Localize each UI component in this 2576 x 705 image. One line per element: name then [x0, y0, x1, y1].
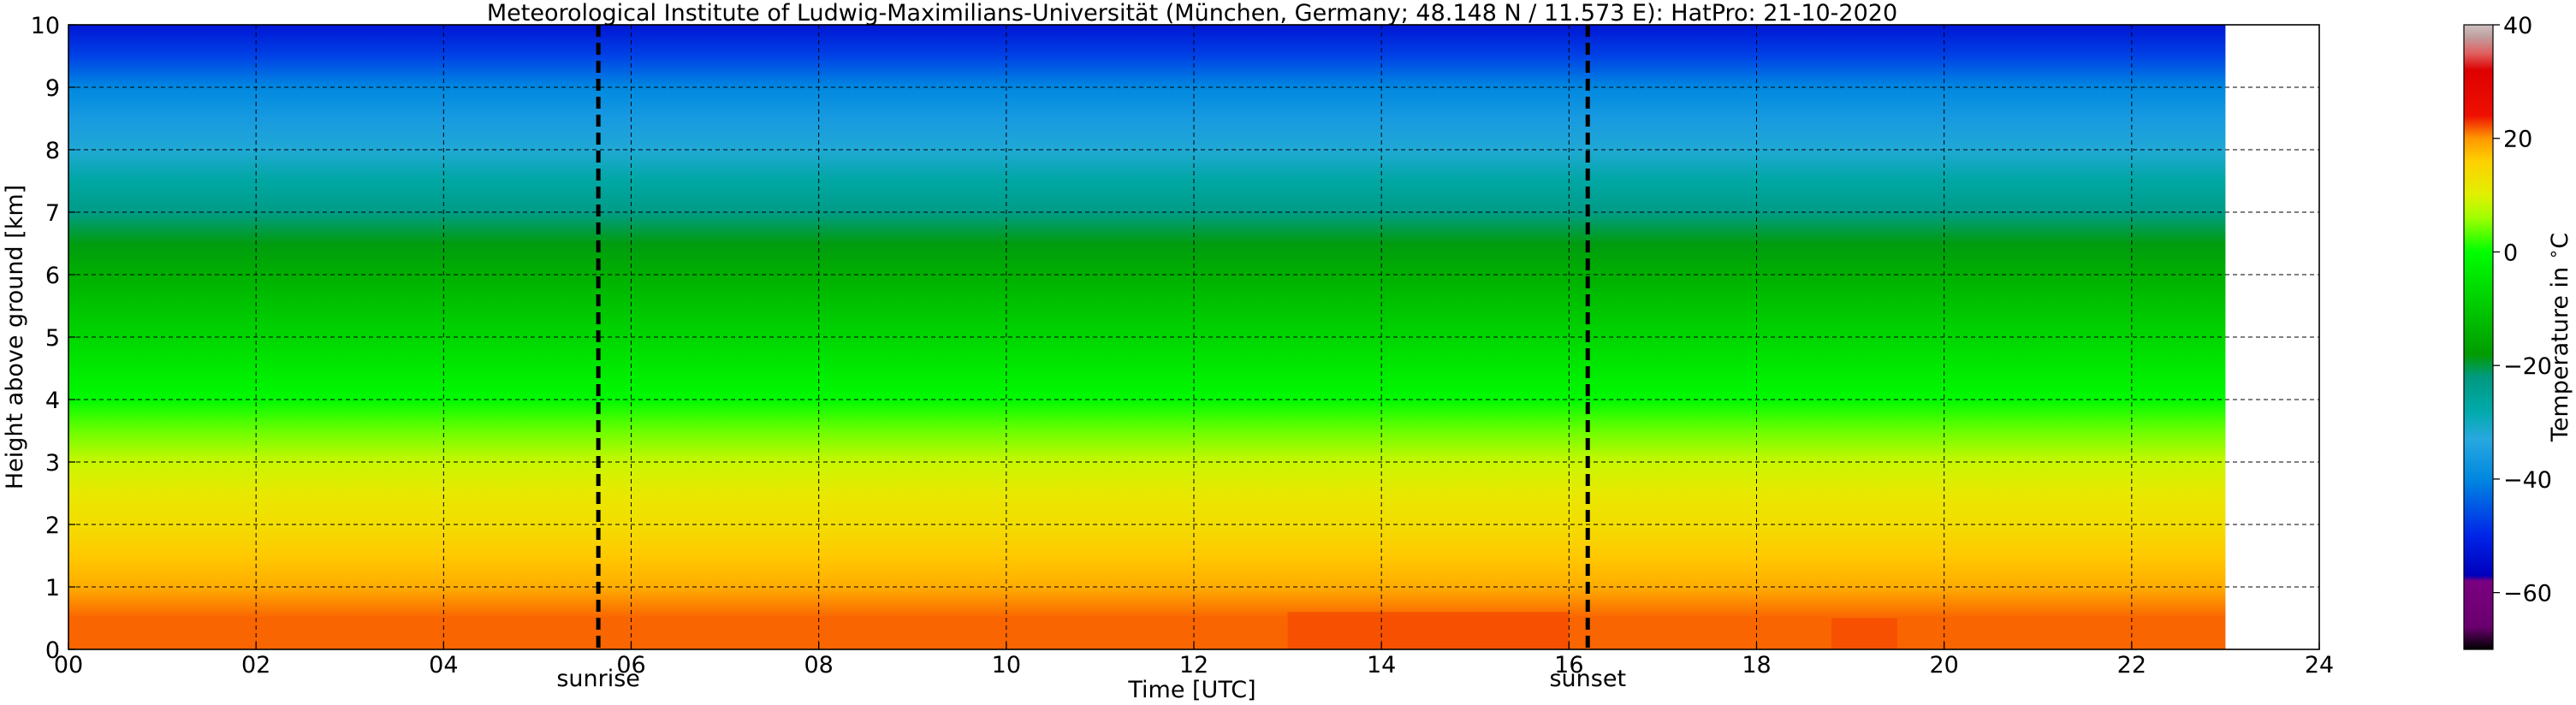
colorbar-label-text: Temperature in — [2547, 259, 2573, 442]
y-axis-ticks: 0 1 2 3 4 5 6 7 8 9 10 — [31, 13, 75, 664]
warm-patch-layer — [1287, 612, 1897, 649]
y-tick-label: 10 — [31, 13, 60, 39]
colorbar-label: Temperature in ∘C — [2543, 233, 2573, 442]
x-axis-label: Time [UTC] — [1127, 677, 1255, 703]
y-axis-label: Height above ground [km] — [2, 185, 28, 489]
y-tick-label: 5 — [45, 325, 60, 352]
x-tick-label: 00 — [54, 652, 83, 678]
colorbar-tick-label: −40 — [2503, 467, 2552, 494]
y-tick-label: 3 — [45, 450, 60, 477]
x-tick-label: 22 — [2117, 652, 2146, 678]
x-axis-ticks: 00 02 04 06 08 10 12 14 16 18 20 22 24 — [54, 643, 2334, 678]
colorbar-tick-label: 40 — [2503, 13, 2532, 39]
colorbar-label-degree: ∘ — [2543, 249, 2563, 260]
colorbar-label-unit: C — [2547, 233, 2573, 249]
colorbar: −60 −40 −20 0 20 40 Temperature in ∘C — [2463, 13, 2573, 650]
colorbar-ticks: −60 −40 −20 0 20 40 — [2493, 13, 2552, 607]
x-tick-label: 24 — [2305, 652, 2334, 678]
y-tick-label: 4 — [45, 388, 60, 414]
colorbar-tick-label: 0 — [2503, 240, 2518, 266]
y-tick-label: 6 — [45, 263, 60, 289]
colorbar-fill — [2464, 25, 2493, 649]
event-marker-label: sunrise — [556, 666, 640, 692]
colorbar-tick-label: −20 — [2503, 353, 2552, 380]
y-tick-label: 1 — [45, 575, 60, 601]
x-tick-label: 16 — [1554, 652, 1583, 678]
y-tick-label: 9 — [45, 75, 60, 102]
event-markers: sunrise sunset — [556, 25, 1626, 692]
x-tick-label: 04 — [429, 652, 458, 678]
x-tick-label: 02 — [241, 652, 270, 678]
y-tick-label: 7 — [45, 200, 60, 227]
y-tick-label: 0 — [45, 637, 60, 664]
plot-area: sunrise sunset 00 02 04 06 08 10 12 14 16 18 20 22 24… — [31, 13, 2335, 692]
chart-title: Meteorological Institute of Ludwig-Maxim… — [487, 0, 1897, 27]
x-tick-label: 14 — [1367, 652, 1396, 678]
colorbar-frame — [2463, 24, 2494, 650]
x-tick-label: 20 — [1929, 652, 1958, 678]
event-marker-label: sunset — [1549, 666, 1626, 692]
x-tick-label: 08 — [804, 652, 833, 678]
x-tick-label: 10 — [992, 652, 1021, 678]
warm-patch — [1287, 612, 1570, 649]
y-tick-label: 8 — [45, 138, 60, 164]
warm-patch — [1831, 618, 1897, 649]
x-tick-label: 12 — [1179, 652, 1208, 678]
x-tick-label: 06 — [616, 652, 645, 678]
y-tick-label: 2 — [45, 512, 60, 539]
x-tick-label: 18 — [1742, 652, 1771, 678]
colorbar-tick-label: 20 — [2503, 127, 2532, 153]
colorbar-tick-label: −60 — [2503, 581, 2552, 607]
